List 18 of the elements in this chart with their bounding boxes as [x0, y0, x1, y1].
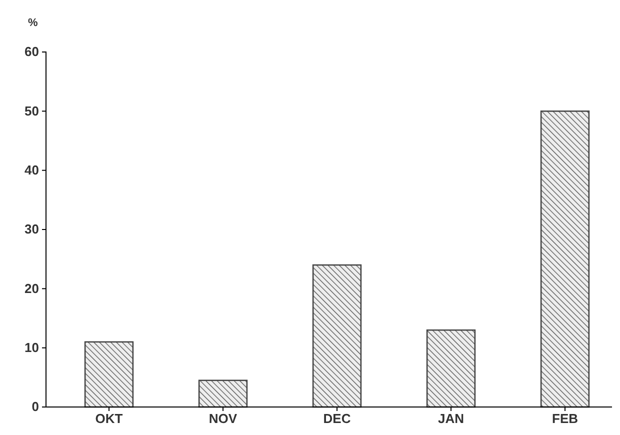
bar: [540, 110, 590, 408]
x-tick-label: OKT: [95, 411, 123, 426]
x-tick-label: JAN: [438, 411, 464, 426]
bar: [312, 264, 362, 408]
bar: [198, 380, 248, 408]
y-tick-label: 60: [24, 44, 39, 60]
y-tick-label: 50: [24, 103, 39, 118]
y-axis-title: %: [28, 17, 38, 29]
y-tick-label: 40: [24, 162, 39, 178]
x-tick-label: FEB: [552, 411, 578, 426]
y-tick-label: 0: [32, 399, 39, 414]
y-tick-label: 10: [24, 340, 39, 355]
bar: [426, 329, 476, 408]
x-tick-label: DEC: [323, 411, 352, 426]
y-tick-label: 30: [24, 222, 39, 237]
bar: [84, 341, 134, 408]
x-tick-label: NOV: [208, 411, 238, 426]
y-tick-label: 20: [24, 280, 39, 296]
